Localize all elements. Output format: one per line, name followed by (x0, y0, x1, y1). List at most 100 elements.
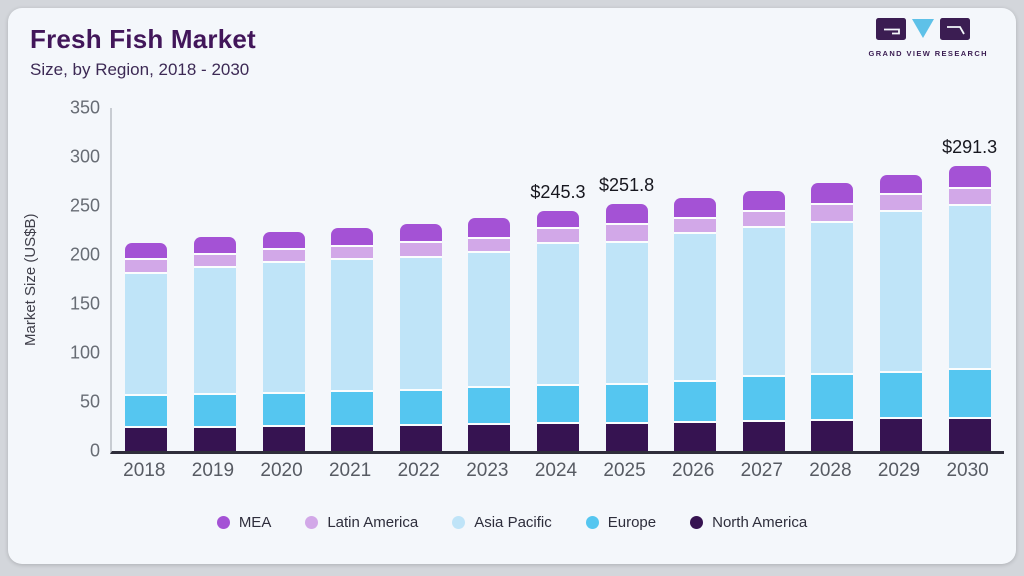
x-tick-2022: 2022 (397, 460, 440, 481)
bar-total-label-2024: $245.3 (530, 181, 586, 202)
bar-segment-mea-2019 (193, 236, 236, 256)
bar-segment-north-america-2027 (742, 422, 785, 451)
bar-column-2024: $245.3 (524, 108, 593, 451)
bar-segment-europe-2026 (674, 382, 717, 424)
bar-segment-latin-america-2021 (331, 246, 374, 261)
x-tick-2023: 2023 (466, 460, 509, 481)
x-tick-2026: 2026 (672, 460, 715, 481)
bar-segment-asia-pacific-2030 (948, 206, 991, 370)
x-tick-2030: 2030 (946, 460, 989, 481)
bar-segment-mea-2018 (125, 242, 168, 261)
stacked-bar-2021 (331, 108, 374, 451)
bar-segment-europe-2022 (399, 391, 442, 427)
x-tick-2027: 2027 (740, 460, 783, 481)
legend-item-asia-pacific: Asia Pacific (452, 514, 552, 531)
legend-dot-mea (216, 516, 230, 529)
stacked-bar-2027 (742, 108, 785, 451)
y-tick-0: 0 (89, 440, 100, 461)
bar-segment-asia-pacific-2019 (193, 267, 236, 396)
y-tick-150: 150 (69, 293, 100, 314)
bar-column-2020 (249, 108, 318, 451)
bar-segment-europe-2029 (880, 372, 922, 420)
bar-column-2023 (455, 108, 524, 451)
bar-segment-asia-pacific-2026 (674, 233, 717, 383)
bar-segment-europe-2028 (811, 374, 854, 422)
bar-segment-asia-pacific-2020 (262, 263, 305, 394)
x-axis-labels: 2018 2019 2020 2021 2022 2023 2024 2025 2026 2027… (110, 460, 1002, 482)
bar-column-2027 (729, 108, 798, 451)
bar-segment-asia-pacific-2024 (536, 244, 579, 387)
bar-segment-north-america-2028 (811, 421, 854, 451)
bar-segment-north-america-2024 (536, 424, 579, 451)
bar-column-2018 (112, 108, 181, 451)
stacked-bar-2029 (880, 108, 922, 451)
x-tick-2028: 2028 (809, 460, 852, 481)
stacked-bar-2026 (674, 108, 717, 451)
bar-column-2022 (386, 108, 455, 451)
bar-segment-mea-2025 (605, 204, 648, 226)
bar-segment-europe-2018 (125, 396, 168, 429)
bar-segment-asia-pacific-2025 (605, 242, 648, 386)
y-tick-200: 200 (69, 244, 100, 265)
bar-segment-mea-2026 (674, 198, 717, 220)
bar-segment-mea-2022 (399, 223, 442, 244)
stacked-bar-2028 (811, 108, 854, 451)
x-tick-2021: 2021 (328, 460, 372, 481)
bar-segment-asia-pacific-2021 (331, 260, 374, 393)
bar-segment-mea-2030 (948, 165, 991, 190)
report-card: Fresh Fish Market Size, by Region, 2018 … (8, 8, 1016, 564)
bar-segment-north-america-2020 (262, 427, 305, 451)
legend-label-mea: MEA (238, 514, 272, 531)
legend-label-europe: Europe (607, 514, 657, 531)
legend-dot-north-america (690, 516, 704, 529)
plot-area: $245.3 $251.8 $291.3 (110, 108, 1004, 454)
bar-segment-north-america-2026 (674, 423, 717, 451)
bar-segment-europe-2020 (262, 393, 305, 427)
gvr-logo-icon (876, 18, 971, 40)
stacked-bar-2022 (399, 108, 442, 451)
bar-segment-north-america-2025 (605, 424, 648, 451)
y-tick-250: 250 (69, 195, 100, 216)
legend-label-asia-pacific: Asia Pacific (474, 514, 552, 531)
bar-segment-north-america-2019 (193, 428, 236, 451)
y-axis-title: Market Size (US$B) (22, 213, 39, 346)
bar-segment-latin-america-2020 (262, 250, 305, 264)
bar-segment-north-america-2023 (468, 425, 511, 451)
bar-segment-asia-pacific-2018 (125, 274, 168, 397)
bar-segment-europe-2025 (605, 385, 648, 425)
bar-segment-europe-2019 (193, 395, 236, 429)
x-tick-2025: 2025 (603, 460, 646, 481)
bar-column-2025: $251.8 (592, 108, 661, 451)
bar-total-label-2025: $251.8 (599, 175, 655, 196)
stacked-bar-2030 (948, 108, 991, 451)
bar-segment-mea-2021 (331, 228, 374, 247)
legend-item-europe: Europe (585, 514, 657, 531)
y-tick-300: 300 (69, 146, 100, 167)
legend-dot-asia-pacific (452, 516, 466, 529)
stacked-bar-2025 (605, 108, 648, 451)
bar-column-2028 (798, 108, 867, 451)
bar-segment-asia-pacific-2028 (811, 222, 854, 375)
bar-segment-latin-america-2028 (811, 205, 854, 223)
bar-segment-latin-america-2019 (193, 255, 236, 268)
bar-segment-latin-america-2022 (399, 243, 442, 258)
chart-legend: MEA Latin America Asia Pacific Europe North … (8, 514, 1016, 531)
bar-segment-latin-america-2024 (536, 229, 579, 245)
legend-dot-europe (585, 516, 599, 529)
bar-segment-mea-2020 (262, 232, 305, 251)
bar-column-2019 (181, 108, 250, 451)
y-axis-ticks: 0 50 100 150 200 250 300 350 (42, 98, 100, 461)
y-tick-50: 50 (79, 391, 100, 412)
bar-segment-asia-pacific-2027 (742, 227, 785, 378)
bar-segment-asia-pacific-2023 (468, 252, 511, 389)
bar-segment-north-america-2021 (331, 427, 374, 451)
bar-segment-mea-2023 (468, 217, 511, 239)
legend-label-north-america: North America (712, 514, 808, 531)
stacked-bar-2023 (468, 108, 511, 451)
bar-segment-mea-2028 (811, 182, 854, 206)
bar-segment-europe-2024 (536, 386, 579, 425)
x-tick-2018: 2018 (123, 460, 166, 481)
bar-segment-mea-2024 (536, 210, 579, 230)
x-tick-2024: 2024 (534, 460, 578, 481)
bar-segment-latin-america-2027 (742, 211, 785, 228)
